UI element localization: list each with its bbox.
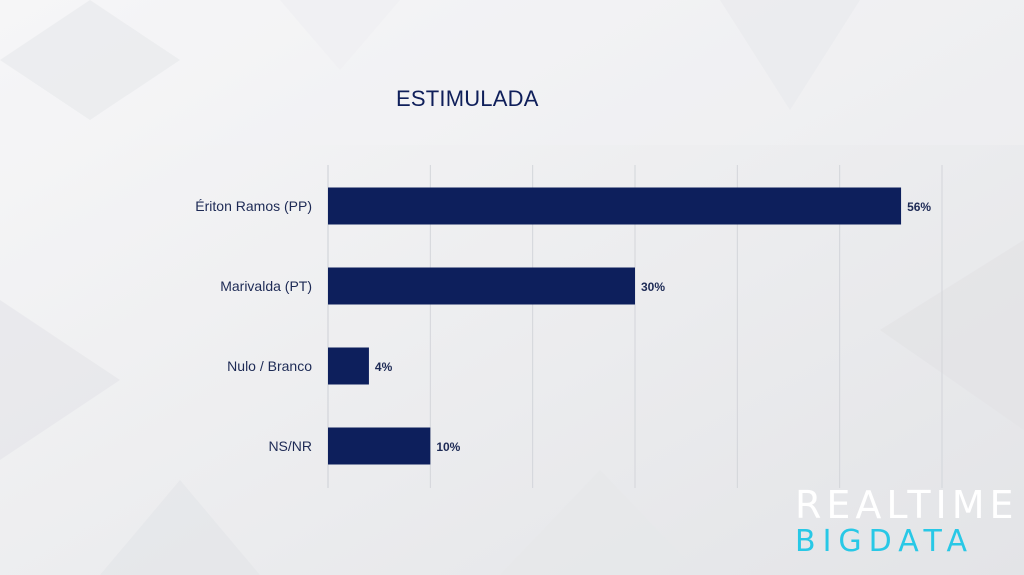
data-label: 30% [641, 280, 665, 294]
bar [328, 427, 431, 465]
data-label: 10% [436, 440, 460, 454]
labels: Ériton Ramos (PP) 56% Marivalda (PT) 30% Nul… [195, 198, 931, 454]
category-label: Ériton Ramos (PP) [195, 198, 312, 214]
chart-title: ESTIMULADA [396, 86, 539, 111]
bar [328, 347, 369, 385]
realtime-bigdata-logo: REALTIME BIGDATA [795, 483, 1019, 559]
data-label: 4% [375, 360, 393, 374]
bar [328, 187, 902, 225]
data-label: 56% [907, 200, 931, 214]
category-label: Marivalda (PT) [220, 278, 312, 294]
category-label: Nulo / Branco [227, 358, 312, 374]
bar [328, 267, 635, 305]
category-label: NS/NR [268, 438, 312, 454]
bars [328, 187, 902, 465]
logo-line1: REALTIME [795, 483, 1019, 527]
logo-line2: BIGDATA [795, 524, 974, 559]
